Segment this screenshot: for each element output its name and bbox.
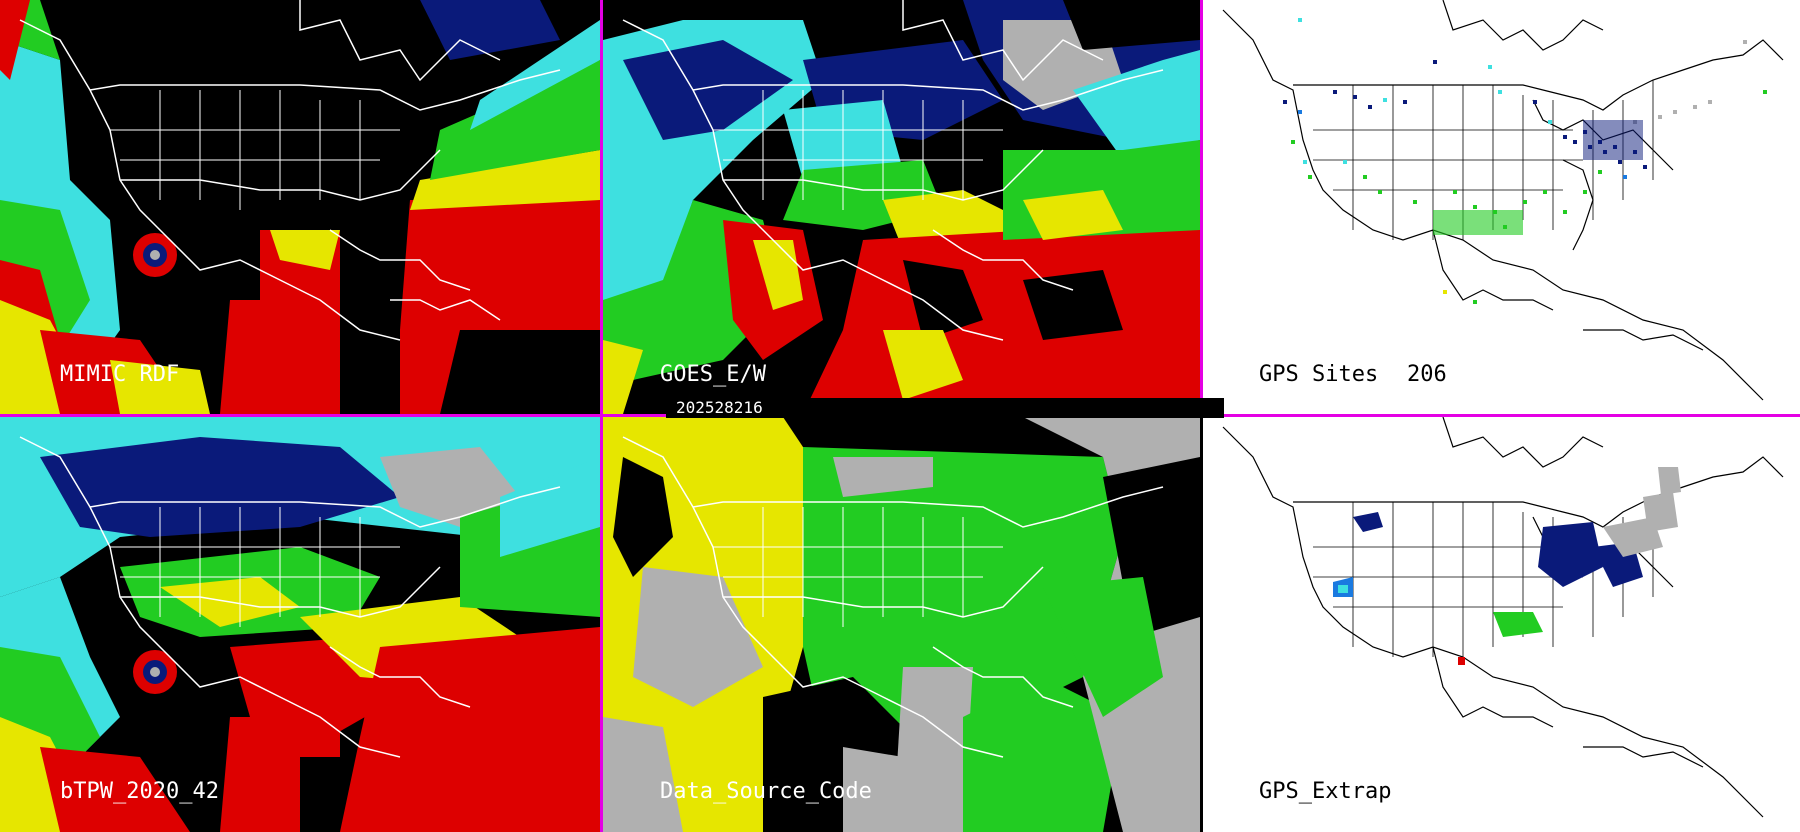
- gps-extrap-panel: GPS_Extrap: [1203, 417, 1800, 832]
- gps-sites-count: 206: [1407, 362, 1447, 387]
- data-source-code-map: [603, 417, 1200, 832]
- gps-sites-label: GPS Sites: [1259, 362, 1379, 387]
- timestamp-text: 202528216: [676, 398, 763, 417]
- data-source-code-label: Data_Source_Code: [660, 779, 872, 804]
- goes-ew-panel: GOES_E/W: [603, 0, 1200, 414]
- data-source-code-panel: Data_Source_Code: [603, 417, 1200, 832]
- timestamp-bar: 202528216: [666, 398, 1224, 418]
- gps-extrap-map: [1203, 417, 1800, 832]
- gps-extrap-label: GPS_Extrap: [1259, 779, 1392, 804]
- gps-site-markers: [1283, 18, 1767, 304]
- gps-sites-map: [1203, 0, 1800, 414]
- goes-ew-map: [603, 0, 1200, 414]
- btpw-label: bTPW_2020_42: [60, 779, 219, 804]
- gps-sites-panel: GPS Sites 206: [1203, 0, 1800, 414]
- mimic-rdf-map: [0, 0, 600, 414]
- mimic-rdf-label: MIMIC RDF: [60, 362, 180, 387]
- mimic-rdf-panel: MIMIC RDF: [0, 0, 600, 414]
- divider-vertical-left: [600, 0, 603, 832]
- btpw-map: [0, 417, 600, 832]
- goes-ew-label: GOES_E/W: [660, 362, 766, 387]
- btpw-panel: bTPW_2020_42: [0, 417, 600, 832]
- divider-vertical-right: [1200, 0, 1203, 417]
